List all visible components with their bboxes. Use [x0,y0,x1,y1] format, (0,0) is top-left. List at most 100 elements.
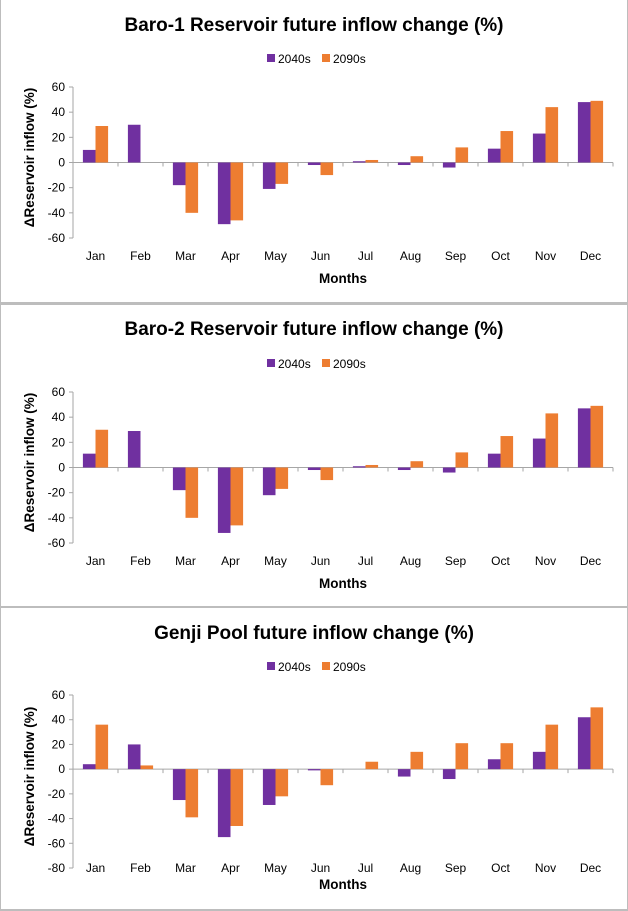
x-tick-label: Nov [535,861,556,875]
x-tick-label: May [264,861,287,875]
bar-2040s-nov [532,133,546,163]
x-tick-label: Aug [400,249,421,263]
y-tick-label: 0 [58,156,65,170]
chart-panel-baro-1: Baro-1 Reservoir future inflow change (%… [0,0,628,303]
x-axis-title: Months [319,271,367,286]
bar-2090s-nov [545,107,559,163]
x-tick-label: Apr [221,249,240,263]
x-tick-label: Jul [358,554,373,568]
x-tick-label: Jul [358,861,373,875]
bar-2040s-feb [127,744,141,770]
x-tick-label: May [264,554,287,568]
x-tick-label: Jul [358,249,373,263]
y-axis-title: ΔReservoir inflow (%) [22,393,37,532]
x-tick-label: Mar [175,861,196,875]
bar-2040s-jan [82,453,96,468]
bar-2040s-may [262,162,276,189]
y-tick-label: -60 [48,536,66,550]
bar-2090s-jul [365,464,379,468]
bar-2040s-aug [397,162,411,166]
x-tick-label: Jun [311,554,330,568]
bar-2040s-apr [217,162,231,225]
y-tick-label: 40 [52,105,66,119]
legend-label-2090s: 2090s [333,660,366,674]
chart-panel-genji-pool: Genji Pool future inflow change (%) 2040s… [0,606,628,911]
chart-baro-2: Baro-2 Reservoir future inflow change (%… [22,319,614,591]
x-tick-label: Oct [491,249,510,263]
bar-2040s-jun [307,162,321,166]
y-axis-title: ΔReservoir inflow (%) [22,88,37,227]
bar-2090s-sep [455,147,469,163]
legend-swatch-2090s [322,662,330,670]
x-axis-title: Months [319,576,367,591]
bar-2040s-sep [442,467,456,473]
bar-2040s-dec [577,717,591,770]
bar-2090s-dec [590,707,604,770]
legend-swatch-2040s [267,54,275,62]
x-tick-label: Mar [175,554,196,568]
bar-2040s-may [262,769,276,805]
x-tick-label: Dec [580,861,601,875]
x-tick-label: Dec [580,249,601,263]
legend-swatch-2090s [322,54,330,62]
y-tick-label: 20 [52,435,66,449]
bar-2040s-may [262,467,276,496]
y-tick-label: 40 [52,713,66,727]
bar-2090s-oct [500,743,514,770]
bar-2040s-oct [487,453,501,468]
legend: 2040s 2090s [267,357,366,371]
bar-2090s-sep [455,452,469,468]
x-tick-label: Jun [311,861,330,875]
legend-label-2090s: 2090s [333,52,366,66]
bar-2040s-oct [487,759,501,770]
bar-2040s-apr [217,769,231,838]
bar-2090s-apr [230,769,244,826]
bar-2040s-jun [307,467,321,471]
legend-label-2090s: 2090s [333,357,366,371]
bar-2040s-nov [532,438,546,468]
bar-2040s-jul [352,466,366,468]
bar-2040s-sep [442,769,456,780]
bar-2090s-jan [95,724,109,770]
x-tick-label: Apr [221,554,240,568]
y-tick-label: -40 [48,812,66,826]
x-tick-label: May [264,249,287,263]
x-tick-label: Jun [311,249,330,263]
bar-2090s-aug [410,461,424,468]
bar-2090s-apr [230,467,244,526]
bar-2090s-nov [545,724,559,770]
y-tick-label: 60 [52,80,66,94]
legend-label-2040s: 2040s [278,52,311,66]
bar-2040s-jun [307,769,321,771]
y-tick-label: -20 [48,486,66,500]
bar-2090s-feb [140,765,154,770]
x-tick-label: Sep [445,554,467,568]
bar-2040s-dec [577,408,591,468]
chart-title: Genji Pool future inflow change (%) [154,623,474,644]
x-tick-label: Aug [400,861,421,875]
bar-2090s-oct [500,131,514,163]
bar-2040s-aug [397,467,411,471]
bar-2090s-jun [320,467,334,481]
y-tick-label: -20 [48,181,66,195]
bar-2040s-dec [577,102,591,163]
x-tick-label: Oct [491,861,510,875]
x-tick-label: Feb [130,554,151,568]
y-tick-label: -20 [48,787,66,801]
bar-2090s-may [275,467,289,489]
bar-2040s-apr [217,467,231,533]
bar-2040s-sep [442,162,456,168]
bar-2090s-jul [365,761,379,770]
chart-title: Baro-2 Reservoir future inflow change (%… [124,319,503,340]
chart-panel-baro-2: Baro-2 Reservoir future inflow change (%… [0,303,628,607]
bar-2090s-dec [590,100,604,163]
bar-2040s-mar [172,769,186,801]
bar-2040s-oct [487,148,501,163]
bar-2040s-mar [172,162,186,186]
x-axis-title: Months [319,877,367,892]
bar-2090s-mar [185,162,199,213]
y-tick-label: -80 [48,861,66,875]
legend-swatch-2090s [322,359,330,367]
x-tick-label: Apr [221,861,240,875]
bar-2040s-jan [82,149,96,163]
